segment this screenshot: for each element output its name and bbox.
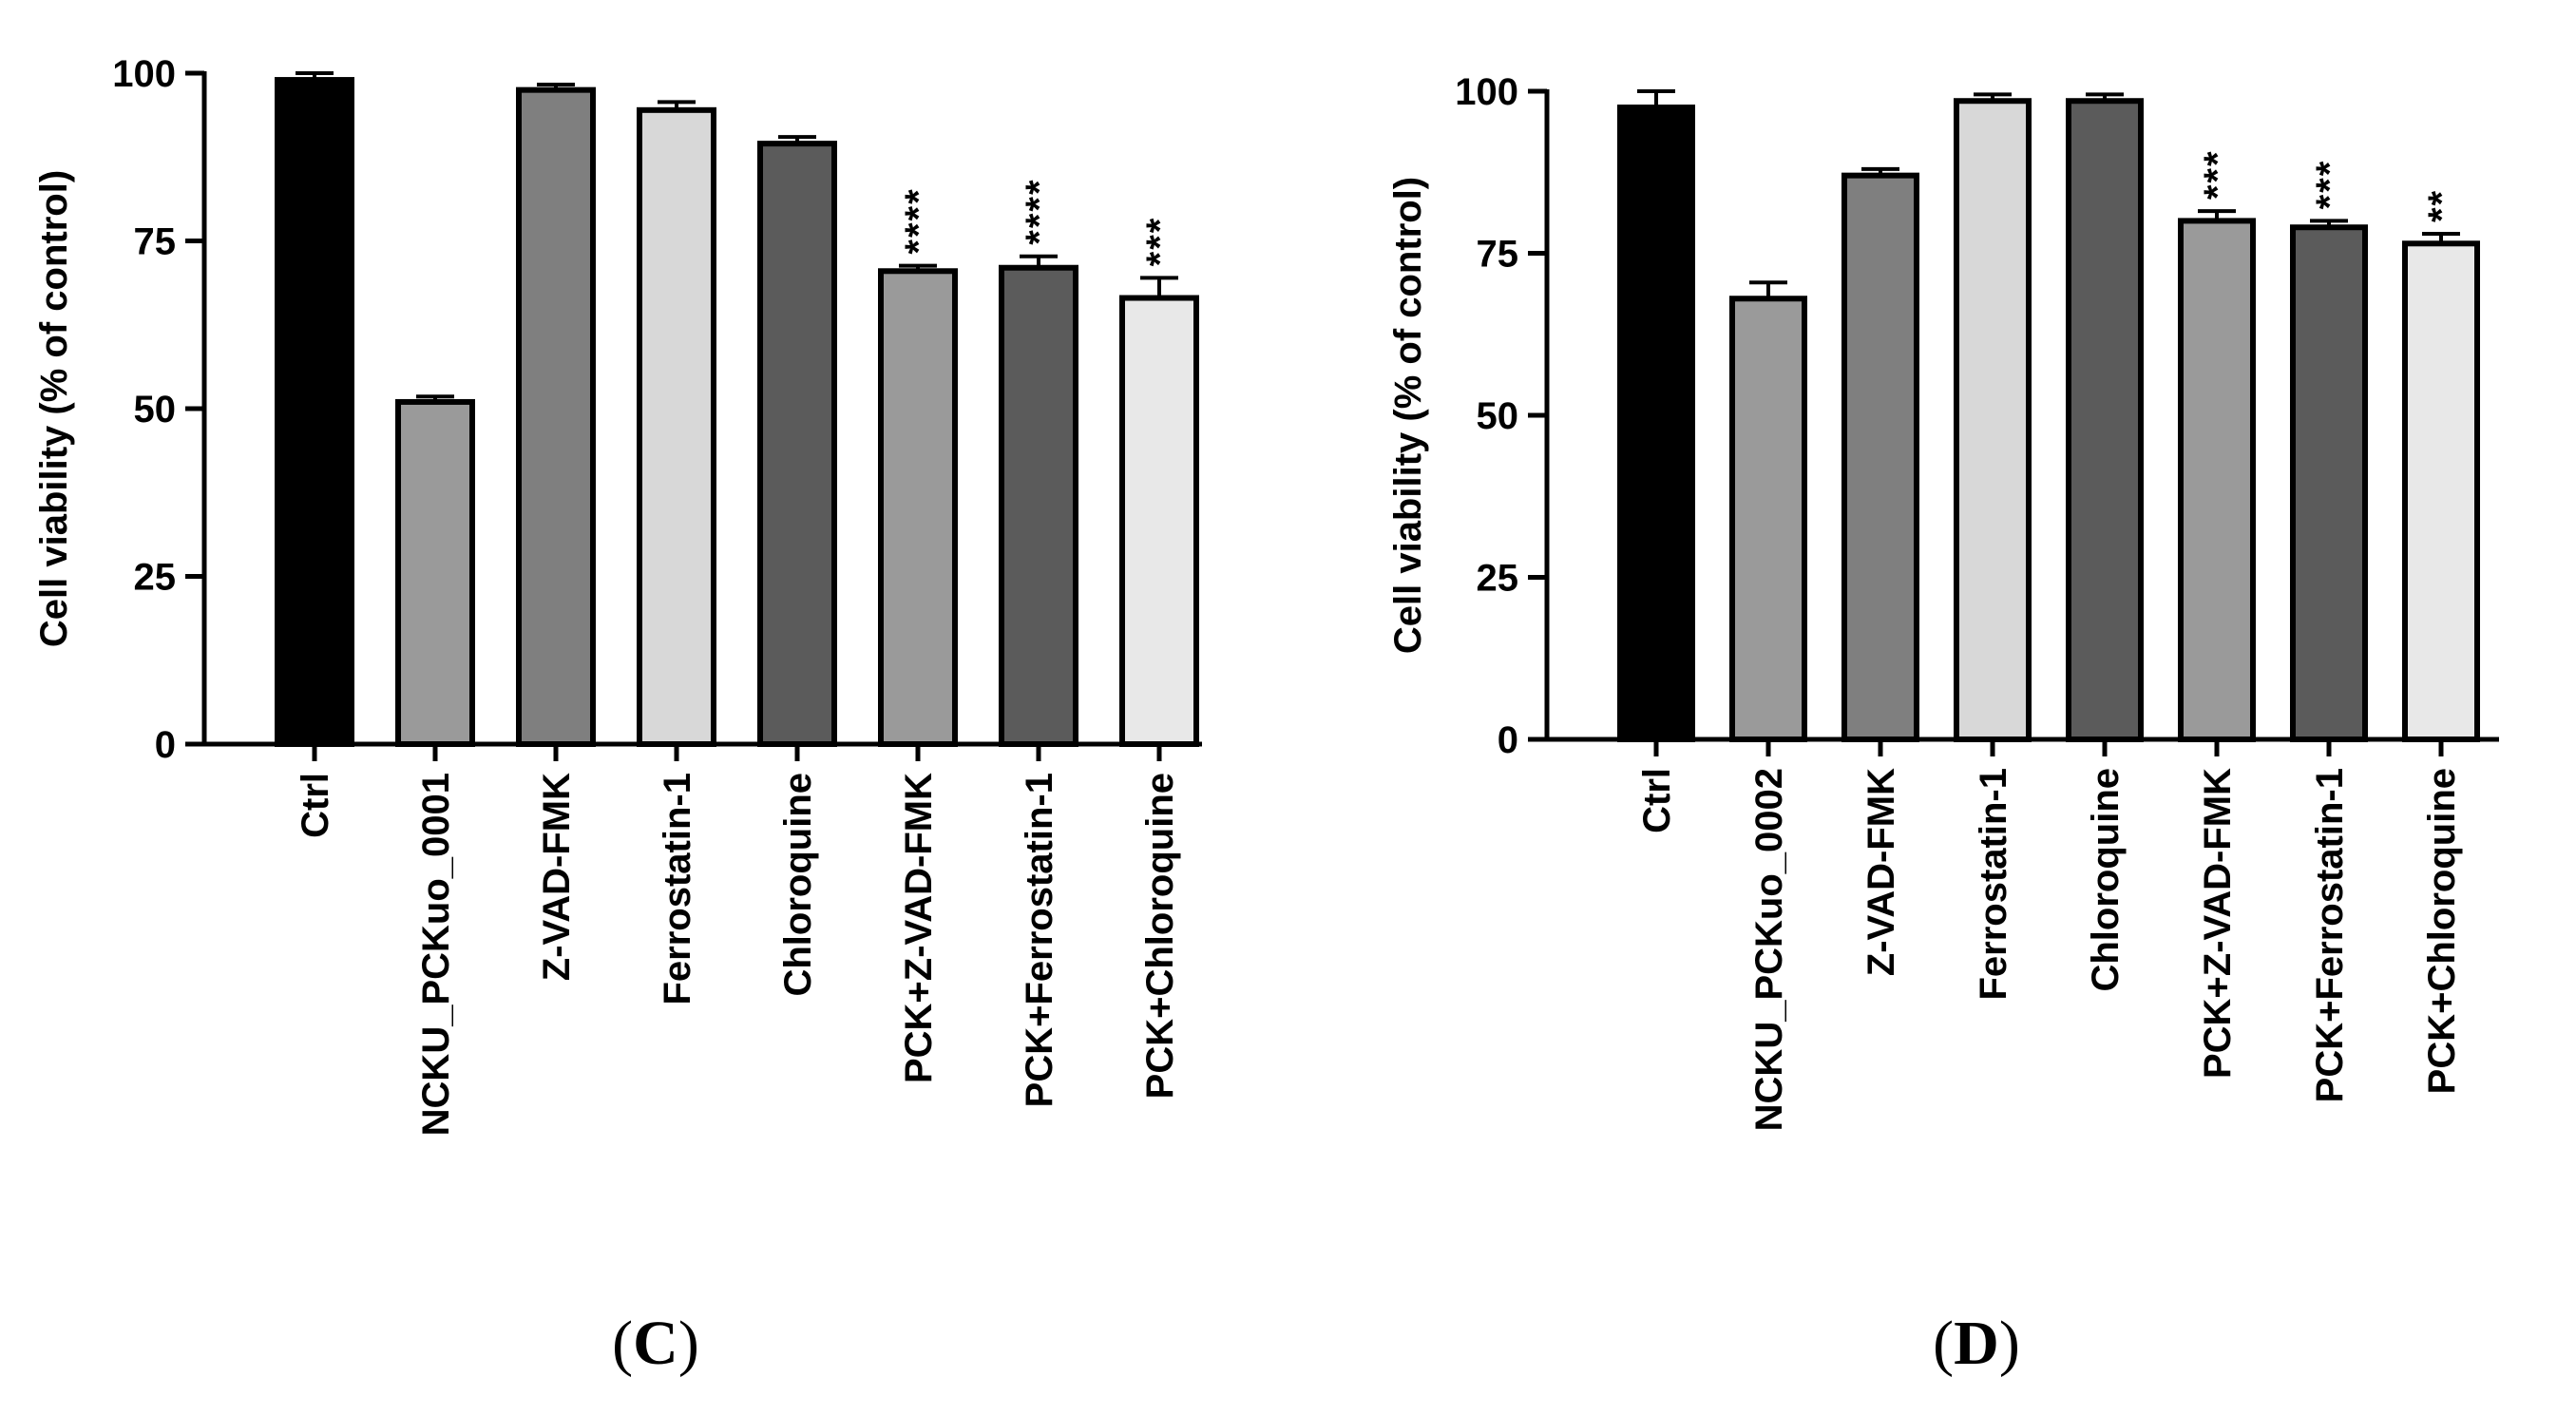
- category-label: Ctrl: [295, 773, 336, 838]
- panel-label: (C): [612, 1309, 699, 1378]
- category-label: PCK+Ferrostatin-1: [2309, 768, 2351, 1102]
- category-label: Ferrostatin-1: [1973, 768, 2014, 1001]
- y-tick-label: 100: [1455, 71, 1518, 113]
- y-tick-label: 75: [134, 221, 177, 263]
- bar: [275, 77, 354, 747]
- bar: [2402, 240, 2480, 742]
- y-tick-label: 25: [134, 557, 177, 599]
- bar: [516, 86, 596, 747]
- category-label: PCK+Z-VAD-FMK: [2197, 768, 2239, 1079]
- y-axis-title: Cell viability (% of control): [33, 170, 75, 647]
- category-label: Chloroquine: [2085, 768, 2127, 992]
- y-tick-label: 0: [155, 724, 176, 766]
- y-tick-label: 50: [134, 389, 177, 431]
- bar: [2290, 224, 2368, 743]
- significance-label: ***: [1139, 217, 1181, 267]
- bar: [2178, 218, 2256, 742]
- bar: [1841, 172, 1919, 743]
- bar: [999, 264, 1078, 747]
- bar: [1617, 105, 1695, 743]
- category-label: Chloroquine: [777, 773, 819, 997]
- bar: [878, 268, 958, 747]
- y-tick-label: 100: [112, 53, 176, 95]
- bar: [637, 106, 716, 747]
- category-label: NCKU_PCKuo_0002: [1748, 768, 1790, 1131]
- category-label: PCK+Z-VAD-FMK: [898, 773, 940, 1083]
- significance-label: ***: [2309, 160, 2351, 210]
- panel-d-chart: 0 25 50 75 100 Cell viability (% of control) C…: [1387, 71, 2499, 1378]
- category-label: Z-VAD-FMK: [536, 773, 578, 981]
- category-label: PCK+Ferrostatin-1: [1019, 773, 1060, 1107]
- y-tick-label: 75: [1477, 234, 1519, 276]
- bar: [1729, 296, 1807, 742]
- category-label: Ferrostatin-1: [657, 773, 698, 1005]
- bar: [1954, 98, 2032, 743]
- bar: [1119, 295, 1199, 747]
- category-label: PCK+Chloroquine: [2421, 768, 2463, 1094]
- y-tick-label: 50: [1477, 395, 1519, 437]
- bar: [395, 398, 475, 747]
- category-label: NCKU_PCKuo_0001: [415, 773, 457, 1136]
- significance-label: ****: [1019, 178, 1060, 244]
- category-label: Z-VAD-FMK: [1860, 768, 1902, 976]
- panel-c-chart: 0 25 50 75 100 Cell viability (% of control) C…: [33, 53, 1202, 1378]
- significance-label: ****: [898, 187, 940, 254]
- panel-label: (D): [1933, 1309, 2020, 1378]
- bar: [757, 141, 837, 747]
- category-label: PCK+Chloroquine: [1139, 773, 1181, 1099]
- significance-label: **: [2421, 189, 2463, 222]
- significance-label: ***: [2197, 149, 2239, 200]
- bar: [2066, 98, 2144, 743]
- y-tick-label: 0: [1498, 719, 1518, 761]
- category-label: Ctrl: [1636, 768, 1678, 833]
- y-axis-title: Cell viability (% of control): [1387, 177, 1429, 654]
- y-tick-label: 25: [1477, 558, 1519, 600]
